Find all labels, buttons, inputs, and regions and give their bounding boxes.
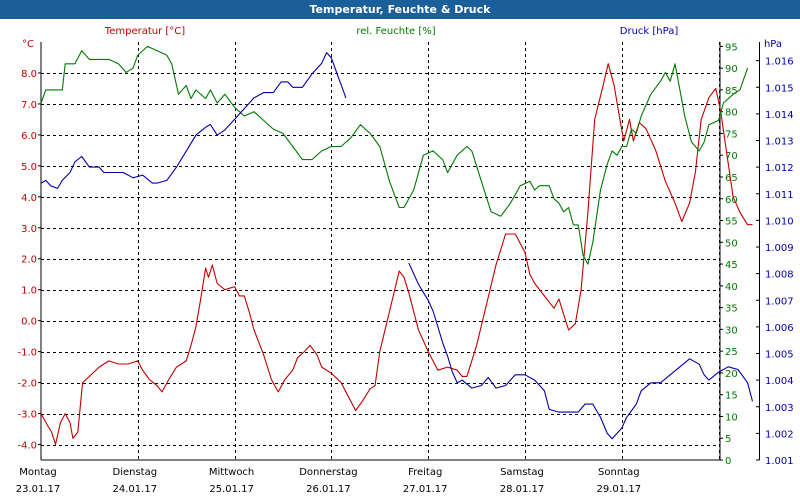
temperature-tick-label: 5.0 — [21, 162, 37, 173]
pressure-tick-label: 1.012 — [765, 163, 794, 174]
humidity-tick-label: 25 — [725, 347, 738, 358]
humidity-tick-label: 80 — [725, 108, 738, 119]
series-line-pressure — [40, 52, 347, 189]
pressure-axis-title: Druck [hPa] — [620, 26, 679, 37]
pressure-tick-label: 1.002 — [765, 429, 794, 440]
humidity-tick-label: 60 — [725, 195, 738, 206]
temperature-axis-title: Temperatur [°C] — [104, 26, 185, 37]
pressure-tick-label: 1.015 — [765, 83, 794, 94]
humidity-tick-label: 35 — [725, 304, 738, 315]
x-tick-day-label: Sonntag — [598, 467, 640, 478]
x-axis: Montag 23.01.17 Dienstag 24.01.17 Mittwoch 25… — [16, 467, 641, 495]
humidity-tick-label: 90 — [725, 64, 738, 75]
humidity-tick-label: 85 — [725, 86, 738, 97]
pressure-tick-label: 1.013 — [765, 137, 794, 148]
x-tick-day-label: Montag — [19, 467, 56, 478]
series-line-pressure — [408, 262, 754, 440]
temperature-tick-label: 3.0 — [21, 224, 37, 235]
series-lines — [40, 45, 754, 446]
x-tick-date-label: 24.01.17 — [113, 484, 158, 495]
humidity-tick-label: 75 — [725, 129, 738, 140]
x-tick-day-label: Mittwoch — [209, 467, 254, 478]
pressure-tick-label: 1.005 — [765, 350, 794, 361]
humidity-tick-label: 0 — [725, 456, 731, 467]
temperature-axis: °C -4.0 -3.0 -2.0 -1.0 0.0 1.0 2.0 3.0 4.0 5.0 6.0 7… — [17, 39, 41, 452]
temperature-tick-label: 7.0 — [21, 100, 37, 111]
pressure-tick-label: 1.014 — [765, 110, 794, 121]
humidity-tick-label: 95 — [725, 42, 738, 53]
temperature-tick-label: -2.0 — [17, 379, 37, 390]
pressure-tick-label: 1.006 — [765, 323, 794, 334]
humidity-axis: 0 5 10 15 20 25 30 35 40 45 50 55 60 65 70 75 80 85 90 95 — [720, 42, 738, 467]
grid-lines — [40, 42, 721, 461]
x-tick-day-label: Freitag — [408, 467, 442, 478]
temperature-tick-label: 2.0 — [21, 255, 37, 266]
window-title: Temperatur, Feuchte & Druck — [0, 0, 800, 19]
temperature-tick-label: 6.0 — [21, 131, 37, 142]
x-tick-date-label: 25.01.17 — [209, 484, 254, 495]
pressure-unit-label: hPa — [764, 39, 782, 50]
x-tick-day-label: Donnerstag — [299, 467, 357, 478]
pressure-tick-label: 1.001 — [765, 456, 794, 467]
humidity-tick-label: 20 — [725, 369, 738, 380]
x-tick-date-label: 28.01.17 — [500, 484, 545, 495]
temperature-tick-label: -1.0 — [17, 348, 37, 359]
pressure-tick-label: 1.010 — [765, 216, 794, 227]
humidity-axis-title: rel. Feuchte [%] — [356, 26, 435, 37]
series-line-humidity — [40, 45, 749, 265]
x-tick-date-label: 26.01.17 — [306, 484, 351, 495]
x-tick-day-label: Samstag — [500, 467, 544, 478]
temperature-unit-label: °C — [22, 39, 34, 50]
weather-chart: °C -4.0 -3.0 -2.0 -1.0 0.0 1.0 2.0 3.0 4.0 5.0 6.0 7… — [16, 26, 794, 495]
temperature-tick-label: 1.0 — [21, 286, 37, 297]
pressure-tick-label: 1.008 — [765, 270, 794, 281]
humidity-tick-label: 15 — [725, 391, 738, 402]
temperature-tick-label: -3.0 — [17, 410, 37, 421]
pressure-axis: hPa 1.001 1.002 1.003 1.004 1.005 1.006 1.007 1.… — [756, 39, 794, 467]
pressure-tick-label: 1.009 — [765, 243, 794, 254]
temperature-tick-label: 0.0 — [21, 317, 37, 328]
humidity-tick-label: 70 — [725, 151, 738, 162]
temperature-tick-label: -4.0 — [17, 441, 37, 452]
humidity-tick-label: 10 — [725, 412, 738, 423]
humidity-tick-label: 55 — [725, 217, 738, 228]
x-tick-date-label: 27.01.17 — [403, 484, 448, 495]
humidity-tick-label: 40 — [725, 282, 738, 293]
x-tick-date-label: 29.01.17 — [597, 484, 642, 495]
humidity-tick-label: 50 — [725, 238, 738, 249]
pressure-tick-label: 1.016 — [765, 57, 794, 68]
pressure-tick-label: 1.004 — [765, 376, 794, 387]
x-tick-day-label: Dienstag — [113, 467, 158, 478]
humidity-tick-label: 65 — [725, 173, 738, 184]
x-tick-date-label: 23.01.17 — [16, 484, 61, 495]
temperature-tick-label: 4.0 — [21, 193, 37, 204]
temperature-tick-label: 8.0 — [21, 69, 37, 80]
humidity-tick-label: 30 — [725, 325, 738, 336]
humidity-tick-label: 5 — [725, 434, 731, 445]
humidity-tick-label: 45 — [725, 260, 738, 271]
pressure-tick-label: 1.003 — [765, 403, 794, 414]
pressure-tick-label: 1.007 — [765, 296, 794, 307]
pressure-tick-label: 1.011 — [765, 190, 794, 201]
